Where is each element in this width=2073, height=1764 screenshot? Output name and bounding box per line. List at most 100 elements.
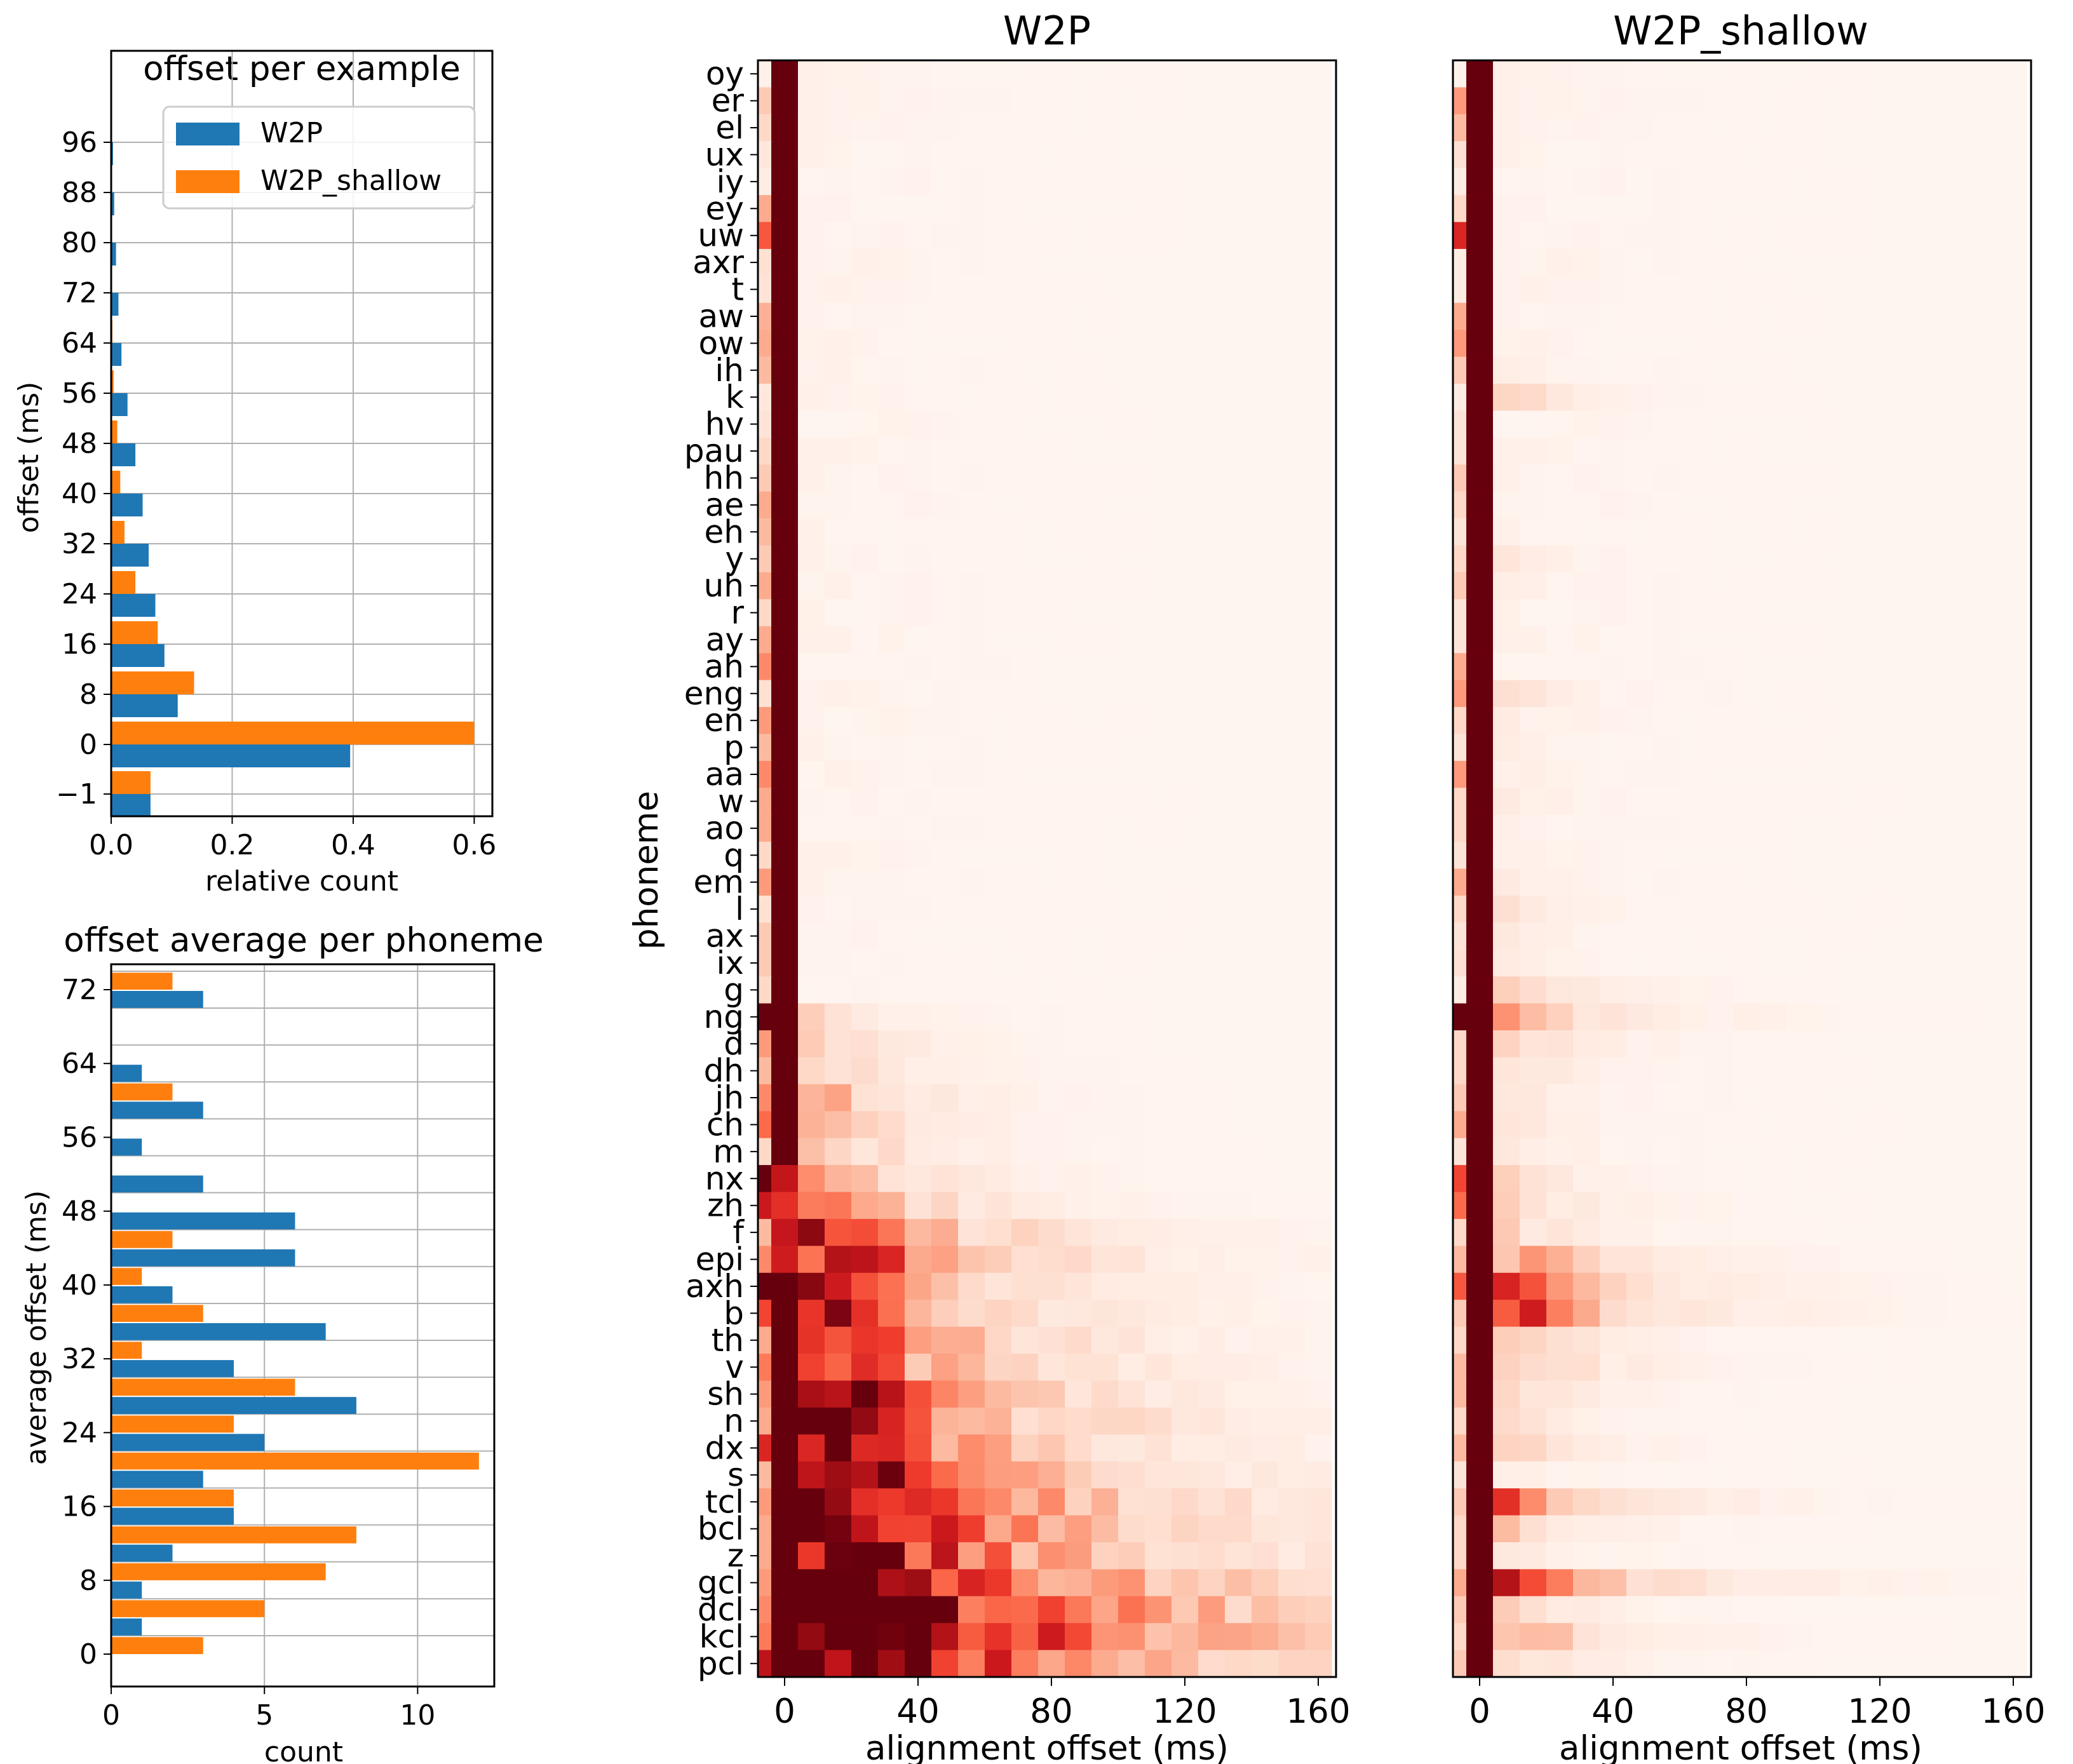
heatmap-cell	[905, 1380, 932, 1408]
heatmap-cell	[1813, 1246, 1840, 1274]
heatmap-cell	[1600, 949, 1627, 977]
bar-w2p	[111, 393, 128, 416]
bar-w2p-shallow	[111, 1563, 326, 1580]
heatmap-cell	[1680, 895, 1707, 923]
heatmap-cell	[1493, 1650, 1520, 1678]
heatmap-cell	[771, 302, 799, 330]
heatmap-cell	[1893, 572, 1921, 600]
heatmap-cell	[851, 976, 879, 1004]
heatmap-cell	[1947, 222, 1974, 250]
heatmap-cell	[1172, 788, 1199, 816]
heatmap-cell	[1065, 895, 1092, 923]
heatmap-cell	[1065, 518, 1092, 546]
heatmap-cell	[758, 1434, 773, 1462]
heatmap-cell	[1920, 356, 1947, 384]
heatmap-cell	[878, 1057, 905, 1085]
heatmap-cell	[1278, 545, 1306, 573]
heatmap-cell	[1786, 437, 1814, 465]
heatmap-cell	[1867, 572, 1894, 600]
heatmap-cell	[931, 248, 959, 276]
heatmap-cell	[1493, 1380, 1520, 1408]
heatmap-cell	[1760, 1272, 1787, 1300]
heatmap-cell	[958, 814, 985, 842]
heatmap-cell	[1091, 949, 1119, 977]
heatmap-cell	[1813, 1488, 1840, 1516]
phoneme-label: dh	[704, 1053, 744, 1089]
heatmap-cell	[1091, 1111, 1119, 1139]
heatmap-cell	[1947, 1569, 1974, 1597]
heatmap-cell	[1947, 410, 1974, 438]
heatmap-cell	[1546, 1596, 1574, 1624]
heatmap-cell	[1305, 1623, 1332, 1651]
heatmap-cell	[771, 464, 799, 492]
heatmap-cell	[1305, 1030, 1332, 1058]
heatmap-cell	[931, 1488, 959, 1516]
heatmap-cell	[1065, 1192, 1092, 1220]
phoneme-label: r	[731, 595, 744, 631]
heatmap-cell	[1011, 1380, 1039, 1408]
heatmap-cell	[905, 1057, 932, 1085]
heatmap-cell	[1520, 195, 1547, 223]
heatmap-cell	[798, 626, 825, 654]
heatmap-cell	[1786, 1030, 1814, 1058]
heatmap-cell	[1118, 1218, 1145, 1246]
heatmap-cell	[1091, 384, 1119, 412]
heatmap-cell	[1278, 626, 1306, 654]
heatmap-cell	[1786, 302, 1814, 330]
heatmap-cell	[1680, 1569, 1707, 1597]
heatmap-cell	[1653, 842, 1680, 870]
heatmap-cell	[1680, 1623, 1707, 1651]
heatmap-cell	[1867, 707, 1894, 735]
heatmap-cell	[1786, 1461, 1814, 1489]
heatmap-cell	[1760, 248, 1787, 276]
heatmap-cell	[1653, 1434, 1680, 1462]
heatmap-cell	[825, 1192, 852, 1220]
heatmap-cell	[1626, 410, 1654, 438]
heatmap-cell	[1278, 788, 1306, 816]
heatmap-cell	[1653, 330, 1680, 358]
heatmap-cell	[1305, 1461, 1332, 1489]
heatmap-cell	[1493, 87, 1520, 115]
heatmap-cell	[1198, 248, 1226, 276]
heatmap-cell	[1198, 1596, 1226, 1624]
heatmap-cell	[1466, 1434, 1494, 1462]
heatmap-cell	[1947, 976, 1974, 1004]
heatmap-cell	[1493, 788, 1520, 816]
heatmap-cell	[2000, 195, 2027, 223]
heatmap-cell	[1520, 302, 1547, 330]
heatmap-cell	[1011, 680, 1039, 708]
heatmap-cell	[1813, 1623, 1840, 1651]
heatmap-cell	[1305, 895, 1332, 923]
heatmap-cell	[905, 976, 932, 1004]
heatmap-cell	[758, 60, 773, 88]
heatmap-cell	[1706, 114, 1734, 142]
heatmap-cell	[1278, 680, 1306, 708]
heatmap-cell	[1520, 491, 1547, 519]
heatmap-cell	[878, 464, 905, 492]
heatmap-cell	[1840, 1084, 1867, 1112]
heatmap-cell	[1453, 842, 1468, 870]
heatmap-cell	[771, 1111, 799, 1139]
heatmap-cell	[1893, 1515, 1921, 1543]
heatmap-cell	[758, 1380, 773, 1408]
heatmap-cell	[1653, 976, 1680, 1004]
heatmap-cell	[2000, 1084, 2027, 1112]
heatmap-cell	[1225, 518, 1252, 546]
heatmap-cell	[1520, 842, 1547, 870]
heatmap-cell	[2000, 626, 2027, 654]
heatmap-cell	[1733, 1246, 1760, 1274]
heatmap-cell	[1038, 1218, 1065, 1246]
heatmap-cell	[1626, 572, 1654, 600]
heatmap-cell	[851, 302, 879, 330]
heatmap-cell	[1252, 356, 1279, 384]
heatmap-cell	[958, 248, 985, 276]
phoneme-label: ch	[706, 1106, 744, 1143]
heatmap-cell	[1626, 653, 1654, 681]
heatmap-cell	[1947, 1380, 1974, 1408]
heatmap-cell	[1118, 680, 1145, 708]
heatmap-cell	[758, 1596, 773, 1624]
heatmap-cell	[905, 222, 932, 250]
heatmap-cell	[825, 1326, 852, 1354]
heatmap-cell	[1867, 868, 1894, 896]
heatmap-cell	[771, 222, 799, 250]
